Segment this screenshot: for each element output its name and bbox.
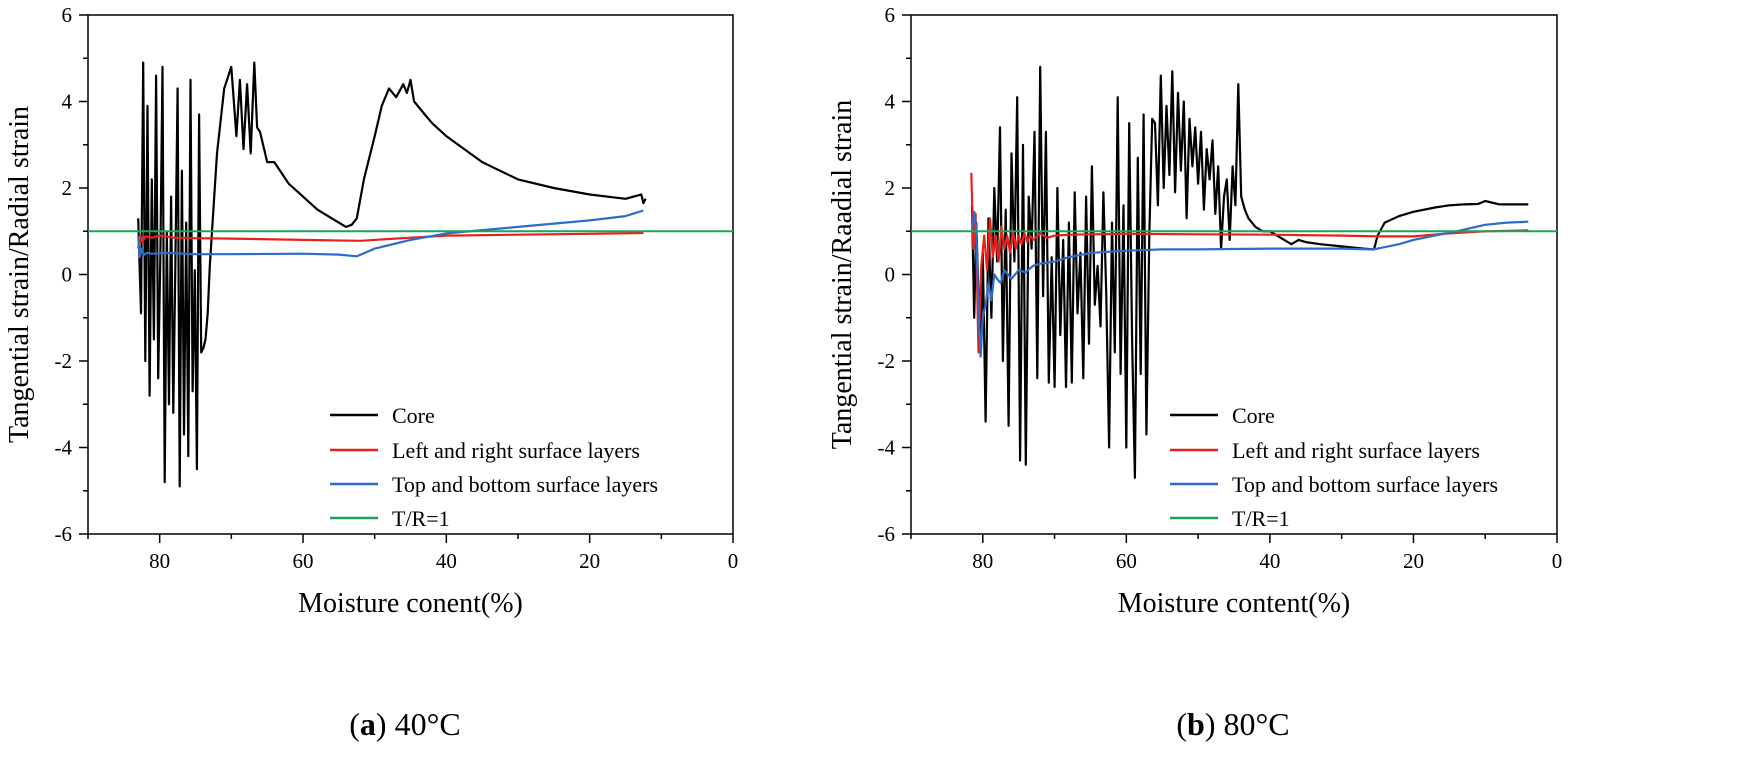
series-line	[137, 231, 644, 249]
series-line	[137, 61, 647, 488]
y-axis-title: Tangential strain/Radial strain	[4, 106, 35, 443]
y-tick-label: -6	[55, 522, 73, 546]
x-tick-label: 60	[1116, 549, 1137, 573]
x-tick-label: 0	[728, 549, 739, 573]
series-line	[970, 172, 1529, 354]
y-tick-label: 0	[885, 263, 896, 287]
legend-label: Top and bottom surface layers	[392, 472, 658, 497]
y-tick-label: 6	[885, 3, 896, 27]
legend-label: Top and bottom surface layers	[1232, 472, 1498, 497]
legend-label: Core	[1232, 403, 1275, 428]
legend-label: Left and right surface layers	[1232, 438, 1480, 463]
x-tick-label: 20	[1403, 549, 1424, 573]
y-tick-label: -4	[55, 436, 73, 460]
x-tick-label: 80	[149, 549, 170, 573]
legend-label: Left and right surface layers	[392, 438, 640, 463]
x-tick-label: 20	[579, 549, 600, 573]
panel-caption: (b) 80°C	[1176, 706, 1289, 742]
series-line	[970, 210, 1529, 358]
y-tick-label: 2	[885, 176, 896, 200]
x-tick-label: 0	[1552, 549, 1563, 573]
y-tick-label: -2	[55, 349, 73, 373]
y-tick-label: -6	[878, 522, 896, 546]
series-line	[137, 209, 644, 259]
x-tick-label: 80	[972, 549, 993, 573]
y-axis-title: Tangential strain/Raadial strain	[827, 100, 858, 449]
x-tick-label: 60	[293, 549, 314, 573]
y-tick-label: -4	[878, 436, 896, 460]
y-tick-label: 4	[62, 90, 73, 114]
x-tick-label: 40	[436, 549, 457, 573]
y-tick-label: 2	[62, 176, 73, 200]
legend-label: T/R=1	[1232, 506, 1290, 531]
x-axis-title: Moisture content(%)	[1118, 588, 1351, 619]
x-tick-label: 40	[1259, 549, 1280, 573]
y-tick-label: 4	[885, 90, 896, 114]
panel-caption: (a) 40°C	[349, 706, 460, 742]
x-axis-title: Moisture conent(%)	[298, 588, 523, 619]
y-tick-label: -2	[878, 349, 896, 373]
legend-label: Core	[392, 403, 435, 428]
y-tick-label: 0	[62, 263, 73, 287]
legend-label: T/R=1	[392, 506, 450, 531]
y-tick-label: 6	[62, 3, 73, 27]
